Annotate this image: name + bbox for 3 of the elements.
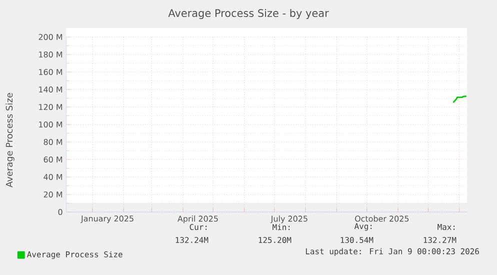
line-series — [452, 96, 468, 104]
chart-title: Average Process Size - by year — [168, 8, 329, 20]
y-axis-title: Average Process Size — [6, 93, 14, 188]
